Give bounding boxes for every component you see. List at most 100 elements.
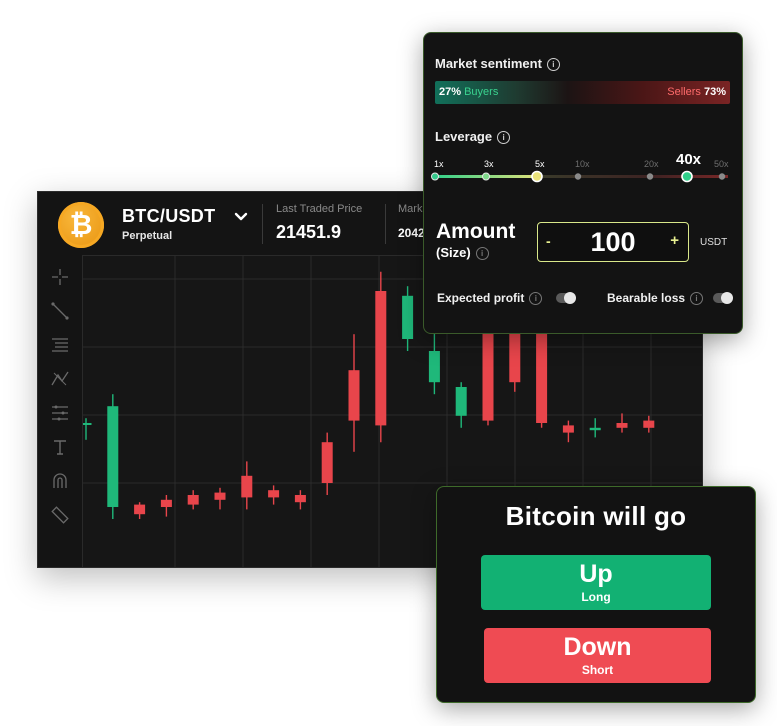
info-icon[interactable]: i [690,292,704,305]
buyers-label: Buyers [464,86,499,98]
amount-value[interactable]: 100 [590,227,636,257]
candle-body [160,499,172,507]
leverage-title: Leverage [435,129,493,144]
candle [160,495,172,517]
increase-amount-button[interactable]: + [670,232,679,249]
info-icon[interactable]: i [529,292,543,305]
leverage-option-20x[interactable]: 20x [644,159,659,169]
leverage-current-value: 40x [676,151,702,168]
last-traded-price-label: Last Traded Price [276,203,363,215]
magnet-icon[interactable] [50,471,70,491]
info-icon[interactable]: i [475,247,489,260]
candle-body [402,295,414,339]
info-icon[interactable]: i [497,131,511,144]
amount-unit: USDT [700,237,728,248]
candle-body [107,406,119,507]
bearable-loss-row: Bearable loss i [607,291,704,305]
candle [348,334,360,452]
candle-body [589,427,601,431]
candle-body [83,423,92,425]
horizontal-lines-icon[interactable] [50,335,70,355]
expected-profit-row: Expected profit i [437,291,543,305]
candle-body [241,475,253,498]
pattern-icon[interactable] [50,369,70,389]
drawing-toolbar [38,255,83,567]
candle [643,415,655,433]
candle [268,485,280,505]
buyers-segment: 27% Buyers [439,86,498,98]
sellers-percent: 73% [703,86,726,98]
candle [214,487,226,510]
bearable-loss-label: Bearable loss [607,291,686,305]
candle [616,413,628,433]
leverage-option-10x[interactable]: 10x [575,159,590,169]
candle-body [455,387,467,416]
sentiment-bar: 27% Buyers Sellers 73% [435,81,730,104]
fib-levels-icon[interactable] [50,403,70,423]
candle-body [348,370,360,421]
size-label: (Size) [436,245,471,260]
chart-header: ₿ BTC/USDT Perpetual Last Traded Price 2… [38,192,702,256]
bitcoin-logo-icon: ₿ [58,202,104,248]
candle-body [294,495,306,503]
up-label: Up [579,560,613,588]
candle-body [616,423,628,428]
header-divider [385,204,386,244]
trend-line-icon[interactable] [50,301,70,321]
candle-body [562,425,574,433]
prediction-card: Bitcoin will go Up Long Down Short [436,486,756,703]
bearable-loss-toggle[interactable] [713,292,733,304]
leverage-option-5x[interactable]: 5x [535,159,545,169]
candle-body [375,291,387,426]
candle [455,382,467,428]
text-tool-icon[interactable] [50,437,70,457]
candle-body [214,492,226,500]
candle-body [321,442,333,483]
candle-body [428,351,440,383]
amount-input[interactable]: - 100 + [537,222,689,262]
candle [375,271,387,443]
candle-body [268,490,280,498]
candlestick-chart[interactable] [83,255,702,567]
candle [589,418,601,438]
candle [241,461,253,510]
amount-title: Amount [436,220,516,243]
leverage-option-50x[interactable]: 50x [714,159,729,169]
sellers-label: Sellers [667,86,701,98]
size-label-row: (Size) i [436,245,489,260]
candle-body [134,504,146,515]
leverage-slider[interactable] [430,157,736,183]
chevron-down-icon[interactable] [234,212,248,222]
candle [107,394,119,519]
header-divider [262,204,263,244]
buyers-percent: 27% [439,86,462,98]
candle-body [536,300,548,423]
crosshair-icon[interactable] [50,267,70,287]
info-icon[interactable]: i [546,58,560,71]
candle [83,418,92,440]
leverage-option-1x[interactable]: 1x [434,159,444,169]
pair-name[interactable]: BTC/USDT [122,206,216,226]
candle [402,286,414,351]
candle-body [509,300,521,383]
leverage-option-3x[interactable]: 3x [484,159,494,169]
long-label: Long [581,590,611,604]
contract-type: Perpetual [122,230,173,242]
ruler-icon[interactable] [50,505,70,525]
candle [321,432,333,495]
up-long-button[interactable]: Up Long [481,555,711,610]
expected-profit-label: Expected profit [437,291,525,305]
sentiment-title-row: Market sentiment i [435,56,560,71]
candle-body [482,327,494,421]
short-label: Short [581,663,614,677]
decrease-amount-button[interactable]: - [546,233,551,249]
expected-profit-toggle[interactable] [556,292,576,304]
last-traded-price-value: 21451.9 [276,222,342,242]
down-label: Down [563,633,632,661]
candle [294,490,306,510]
leverage-title-row: Leverage i [435,129,511,144]
down-short-button[interactable]: Down Short [484,628,711,683]
candle [134,502,146,519]
mark-price-label: Mark [398,203,423,215]
candle-body [643,420,655,428]
